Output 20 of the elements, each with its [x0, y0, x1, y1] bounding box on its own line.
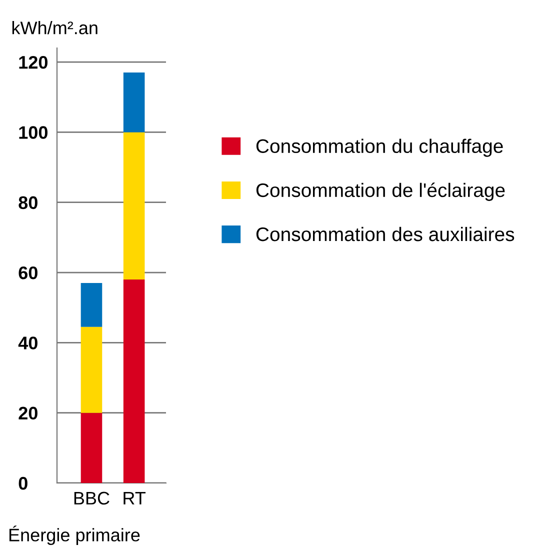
y-tick-label: 40: [18, 336, 38, 350]
legend-label: Consommation de l'éclairage: [256, 182, 505, 201]
bar: [123, 72, 145, 132]
x-tick-label: BBC: [74, 492, 110, 505]
y-tick-label: 100: [19, 126, 48, 139]
y-tick-label: 20: [18, 406, 38, 420]
bar: [80, 283, 102, 327]
legend-label: Consommation des auxiliaires: [256, 226, 514, 242]
y-tick-label: 80: [18, 196, 38, 210]
bar: [80, 412, 102, 483]
y-tick-label: 60: [18, 266, 38, 280]
y-tick-label: 0: [18, 476, 28, 490]
x-tick-label: RT: [124, 492, 146, 504]
x-axis-title: Énergie primaire: [9, 526, 140, 545]
y-tick-label: 120: [19, 56, 48, 69]
bar: [80, 326, 102, 413]
bar: [123, 280, 145, 483]
legend-label: Consommation du chauffage: [256, 138, 503, 157]
y-axis-title: kWh/m².an: [12, 21, 98, 34]
bar: [123, 132, 145, 280]
